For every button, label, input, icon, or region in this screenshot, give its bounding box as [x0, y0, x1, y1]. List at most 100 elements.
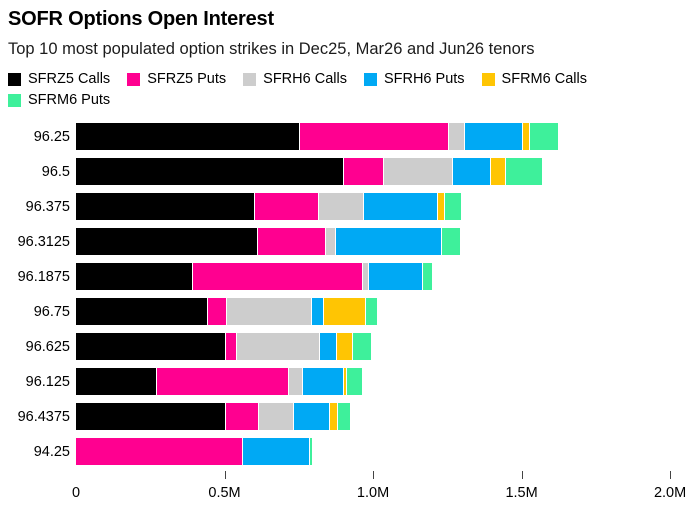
- bar-segment: [319, 333, 336, 360]
- bar-segment: [449, 123, 465, 150]
- bar-row: 96.1875: [8, 259, 679, 294]
- bar-segment: [207, 298, 226, 325]
- bar-segment: [352, 333, 371, 360]
- bar-segment: [288, 368, 303, 395]
- bar-segment: [303, 368, 344, 395]
- bar-segment: [364, 193, 437, 220]
- x-axis-tick-label: 1.0M: [356, 485, 390, 501]
- bar-segment: [76, 368, 157, 395]
- bar-segment: [323, 298, 366, 325]
- y-axis-label: 96.3125: [17, 233, 70, 250]
- bar-segment: [76, 123, 299, 150]
- bar-segment: [530, 123, 559, 150]
- x-axis-tick-label: 1.5M: [505, 485, 538, 501]
- bar-row: 96.125: [8, 364, 679, 399]
- bar-segment: [76, 333, 225, 360]
- legend-label: SFRM6 Puts: [28, 92, 111, 108]
- legend-item: SFRM6 Puts: [8, 91, 110, 110]
- bar-segment: [346, 368, 362, 395]
- y-axis-label: 96.625: [25, 338, 70, 355]
- chart-title: SOFR Options Open Interest: [8, 8, 274, 30]
- chart-subtitle: Top 10 most populated option strikes in …: [8, 40, 535, 58]
- legend-swatch-icon: [127, 73, 141, 86]
- legend-item: SFRM6 Calls: [481, 70, 587, 89]
- bar-segment: [318, 193, 364, 220]
- bar-segment: [243, 438, 309, 465]
- bar-segment: [76, 263, 192, 290]
- y-axis-label: 96.4375: [17, 408, 70, 425]
- bar-row: 96.3125: [8, 224, 679, 259]
- bar-segment: [76, 403, 225, 430]
- bar-segment: [442, 228, 461, 255]
- bar-row: 96.75: [8, 294, 679, 329]
- bar-chart: 96.25 96.5 96.375 96.3125 96.1875 96.75 96.625…: [8, 119, 679, 469]
- chart-legend: SFRZ5 Calls SFRZ5 Puts SFRH6 Calls SFRH6 Pu…: [8, 70, 648, 110]
- x-axis-tick-label: 0: [71, 485, 81, 501]
- bar-segment: [255, 193, 318, 220]
- legend-item: SFRZ5 Puts: [127, 70, 226, 89]
- legend-swatch-icon: [363, 73, 377, 86]
- bar-track: [76, 368, 679, 395]
- bar-segment: [76, 158, 344, 185]
- bar-segment: [76, 193, 255, 220]
- legend-item: SFRZ5 Calls: [8, 70, 110, 89]
- bar-segment: [76, 228, 258, 255]
- bar-segment: [491, 158, 506, 185]
- bar-row: 96.625: [8, 329, 679, 364]
- bar-segment: [259, 403, 294, 430]
- bar-segment: [76, 298, 207, 325]
- x-axis-tick-mark: [373, 471, 375, 479]
- legend-swatch-icon: [8, 73, 21, 86]
- bar-track: [76, 228, 679, 255]
- bar-track: [76, 298, 679, 325]
- bar-segment: [506, 158, 542, 185]
- legend-label: SFRZ5 Calls: [28, 71, 111, 87]
- bar-segment: [423, 263, 432, 290]
- bar-track: [76, 123, 679, 150]
- bar-track: [76, 403, 679, 430]
- bar-row: 96.5: [8, 154, 679, 189]
- bar-track: [76, 333, 679, 360]
- y-axis-label: 96.1875: [17, 268, 70, 285]
- bar-segment: [225, 403, 259, 430]
- legend-swatch-icon: [481, 73, 495, 86]
- bar-segment: [344, 158, 383, 185]
- bar-segment: [299, 123, 449, 150]
- x-axis-tick-mark: [670, 471, 672, 479]
- bar-segment: [335, 228, 442, 255]
- bar-segment: [312, 298, 323, 325]
- bar-track: [76, 263, 679, 290]
- y-axis-label: 94.25: [33, 443, 70, 460]
- bar-segment: [258, 228, 326, 255]
- bar-segment: [465, 123, 522, 150]
- x-axis: 0 0.5M 1.0M 1.5M 2.0M: [72, 469, 686, 506]
- bar-segment: [326, 228, 335, 255]
- legend-item: SFRH6 Calls: [243, 70, 347, 89]
- legend-label: SFRH6 Puts: [383, 71, 465, 87]
- bar-row: 96.4375: [8, 399, 679, 434]
- legend-item: SFRH6 Puts: [363, 70, 465, 89]
- bar-segment: [444, 193, 462, 220]
- bar-segment: [383, 158, 453, 185]
- bar-segment: [522, 123, 530, 150]
- legend-label: SFRM6 Calls: [501, 71, 587, 87]
- bar-segment: [236, 333, 319, 360]
- bar-row: 96.25: [8, 119, 679, 154]
- bar-segment: [76, 438, 243, 465]
- bar-segment: [337, 403, 350, 430]
- bar-segment: [309, 438, 313, 465]
- bar-segment: [192, 263, 363, 290]
- bar-segment: [453, 158, 491, 185]
- bar-segment: [366, 298, 377, 325]
- bar-track: [76, 193, 679, 220]
- x-axis-tick-mark: [521, 471, 523, 479]
- y-axis-label: 96.375: [25, 198, 70, 215]
- y-axis-label: 96.125: [25, 373, 70, 390]
- x-axis-tick-label: 0.5M: [208, 485, 241, 501]
- bar-segment: [225, 333, 236, 360]
- bar-segment: [226, 298, 312, 325]
- bar-segment: [294, 403, 329, 430]
- bar-segment: [329, 403, 337, 430]
- bar-track: [76, 438, 679, 465]
- legend-label: SFRZ5 Puts: [147, 71, 227, 87]
